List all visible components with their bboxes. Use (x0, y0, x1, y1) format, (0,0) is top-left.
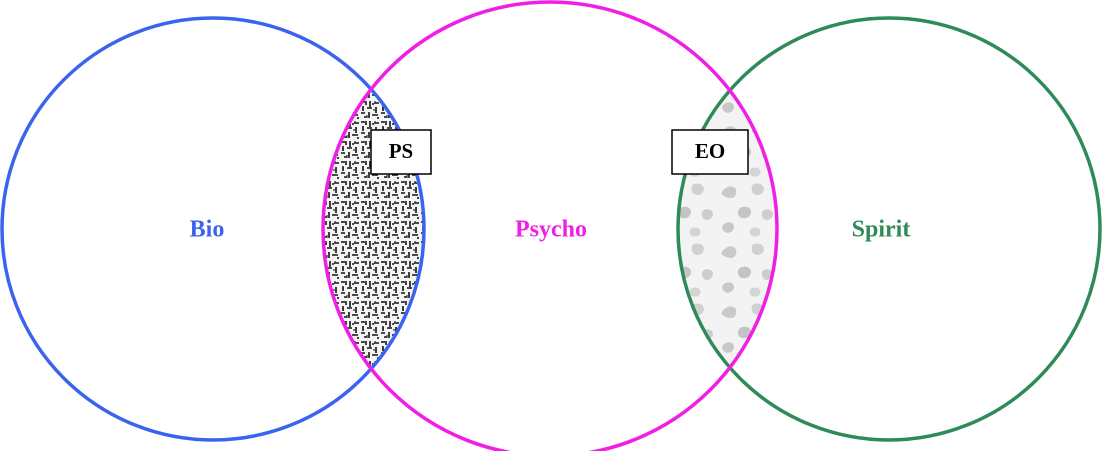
psycho-label: Psycho (515, 217, 587, 243)
bio-circle (0, 16, 426, 442)
eo-label: EO (695, 139, 725, 163)
ps-label: PS (389, 139, 414, 163)
ps-label-box: PS (370, 129, 432, 175)
bio-label: Bio (190, 217, 225, 243)
psycho-circle (321, 0, 779, 451)
spirit-label: Spirit (852, 217, 911, 243)
spirit-circle (676, 16, 1102, 442)
eo-label-box: EO (671, 129, 749, 175)
